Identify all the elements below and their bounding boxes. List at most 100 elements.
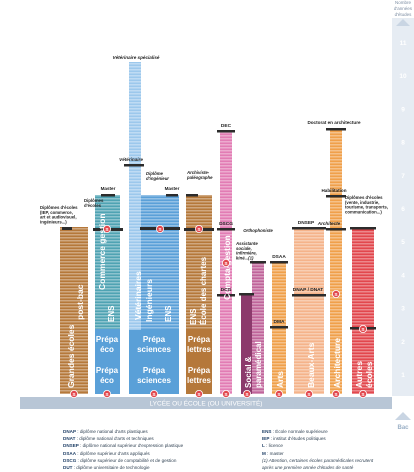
svg-text:S: S xyxy=(245,392,249,398)
commerce-ecoles: Diplômes d'écoles xyxy=(84,198,104,208)
legend-left-item-4: DSCG : diplôme supérieur de comptabilité… xyxy=(63,457,177,463)
column-chartes: ENS École des chartes Prépa lettres Prép… xyxy=(184,170,214,394)
commerce-ens: ENS xyxy=(107,305,116,322)
compta-dcg: DCG xyxy=(221,287,232,293)
chartes-prepa-1: Prépa xyxy=(188,335,211,344)
svg-text:S: S xyxy=(224,392,228,398)
svg-text:S: S xyxy=(105,227,109,233)
svg-text:S: S xyxy=(277,392,281,398)
svg-text:S: S xyxy=(334,292,338,298)
compta-label: Compta-gestion xyxy=(222,235,232,300)
axis-level-4: 4 xyxy=(401,272,405,279)
selection-mark-10: S xyxy=(221,258,230,267)
column-autres: Autres écoles Diplômes d'écoles (vente, i… xyxy=(345,195,388,394)
legend-right-item-4: (1) Attention, certaines écoles paramédi… xyxy=(262,457,374,463)
architecture-habilitation: Habilitation xyxy=(321,188,346,193)
social-label: Social & xyxy=(244,356,253,388)
social-assistante: Assistante sociale, infirmière, kiné...(1) xyxy=(235,241,258,260)
svg-text:S: S xyxy=(152,392,156,398)
compta-dec: DEC xyxy=(221,123,232,129)
bac-label: Bac xyxy=(397,425,409,431)
selection-mark-9: S xyxy=(358,389,367,398)
lycee-band xyxy=(20,397,392,409)
legend-left-item-2: DNSEP : diplôme national supérieur d'exp… xyxy=(63,443,184,449)
legend-left-item-5: DUT : diplôme universitaire de technolog… xyxy=(63,465,150,471)
chartes-prepa-2: lettres xyxy=(187,345,212,354)
svg-text:S: S xyxy=(197,392,201,398)
selection-mark-13: S xyxy=(194,224,203,233)
svg-text:S: S xyxy=(307,392,311,398)
chartes-prepa-4: lettres xyxy=(187,376,212,385)
axis-level-3: 3 xyxy=(401,306,405,313)
axis-level-7: 7 xyxy=(401,173,405,180)
veterinaires-prepa-4: sciences xyxy=(137,376,171,385)
autres-diploma: Diplômes d'écoles (vente, industrie, touri… xyxy=(345,195,388,214)
social-orthophoniste: Orthophoniste xyxy=(243,228,273,233)
svg-text:S: S xyxy=(158,227,162,233)
axis-level-6: 6 xyxy=(401,206,405,213)
selection-mark-11: S xyxy=(103,224,112,233)
legend-left-item-1: DNAT : diplôme national d'arts et techni… xyxy=(63,436,154,442)
svg-text:S: S xyxy=(334,392,338,398)
lycee-band-label: LYCÉE OU ÉCOLE (OU UNIVERSITÉ) xyxy=(150,399,263,408)
chartes-prepa-3: Prépa xyxy=(188,366,211,375)
axis-level-9: 9 xyxy=(401,106,405,113)
selection-mark-8: S xyxy=(331,389,340,398)
axis-level-2: 2 xyxy=(401,339,405,346)
grandes-ecoles-label-2: post-bac xyxy=(75,284,85,320)
selection-mark-5: S xyxy=(242,389,251,398)
commerce-prepa-2: éco xyxy=(100,345,114,354)
beaux-arts-dnsep: DNSEP xyxy=(298,220,315,226)
autres-label: Autres xyxy=(354,361,364,388)
svg-text:S: S xyxy=(105,392,109,398)
legend-left: DNAP : diplôme national d'arts plastique… xyxy=(63,428,183,471)
selection-mark-6: S xyxy=(274,389,283,398)
years-axis-column xyxy=(392,18,414,396)
column-grandes-ecoles: Grandes écoles post-bac Diplômes d'école… xyxy=(40,205,88,394)
legend-left-item-0: DNAP : diplôme national d'arts plastique… xyxy=(63,429,148,434)
vet-specialise-label: Vétérinaire spécialisé xyxy=(113,55,160,60)
architecture-architecte: Architecte xyxy=(317,221,341,226)
architecture-label: Architecture xyxy=(332,338,342,388)
commerce-prepa-3: Prépa xyxy=(96,366,119,375)
ingenieur-diploma-label: Diplôme d'ingénieur xyxy=(146,171,169,181)
svg-text:S: S xyxy=(361,327,365,333)
bac-arrow-icon xyxy=(395,412,411,420)
svg-text:S: S xyxy=(361,392,365,398)
veterinaires-prepa-3: Prépa xyxy=(143,366,166,375)
svg-text:S: S xyxy=(72,392,76,398)
column-arts: Arts DSAA DMA xyxy=(270,254,288,394)
paramedical-label: paramédical xyxy=(254,341,263,388)
grandes-ecoles-diploma: Diplômes d'écoles (IEP, commerce, art et a… xyxy=(40,205,78,224)
ingenieurs-label: Ingénieurs xyxy=(144,279,154,322)
commerce-label: Commerce gestion xyxy=(97,213,107,290)
beaux-arts-label: Beaux-Arts xyxy=(306,342,316,388)
axis-up-arrow-icon xyxy=(396,19,410,26)
commerce-prepa-1: Prépa xyxy=(96,335,119,344)
commerce-master: Master xyxy=(101,186,116,191)
selection-mark-14: S xyxy=(331,289,340,298)
beaux-arts-dnap: DNAP / DNAT xyxy=(293,287,324,293)
arts-dma: DMA xyxy=(274,319,285,325)
column-commerce: Commerce gestion ENS Prépa éco Prépa éco… xyxy=(84,186,123,394)
legend-left-item-3: DSAA : diplôme supérieur d'arts appliqué… xyxy=(63,450,150,456)
architecture-doctorat: Doctorat en architecture xyxy=(307,120,361,125)
selection-mark-7: S xyxy=(304,389,313,398)
compta-dscg: DSCG xyxy=(219,221,233,227)
commerce-prepa-4: éco xyxy=(100,376,114,385)
chartes-label: École des chartes xyxy=(199,256,208,325)
selection-mark-1: S xyxy=(103,389,112,398)
selection-mark-4: S xyxy=(221,389,230,398)
column-beaux-arts: Beaux-Arts DNSEP DNAP / DNAT xyxy=(292,220,326,394)
column-architecture: Architecture Doctorat en architecture Ha… xyxy=(307,120,361,394)
legend-right-item-3: M : master xyxy=(262,450,284,456)
column-compta: Compta-gestion DEC DSCG DCG xyxy=(217,123,235,394)
axis-level-1: 1 xyxy=(401,372,405,379)
column-veterinaires: Vétérinaires Ingénieurs ENS Prépa scienc… xyxy=(113,55,180,394)
chartes-ens: ENS xyxy=(189,308,198,325)
selection-mark-12: S xyxy=(155,224,164,233)
veterinaires-ens: ENS xyxy=(164,305,173,322)
veterinaires-prepa-2: sciences xyxy=(137,345,171,354)
legend-right-item-2: L : licence xyxy=(262,443,283,449)
